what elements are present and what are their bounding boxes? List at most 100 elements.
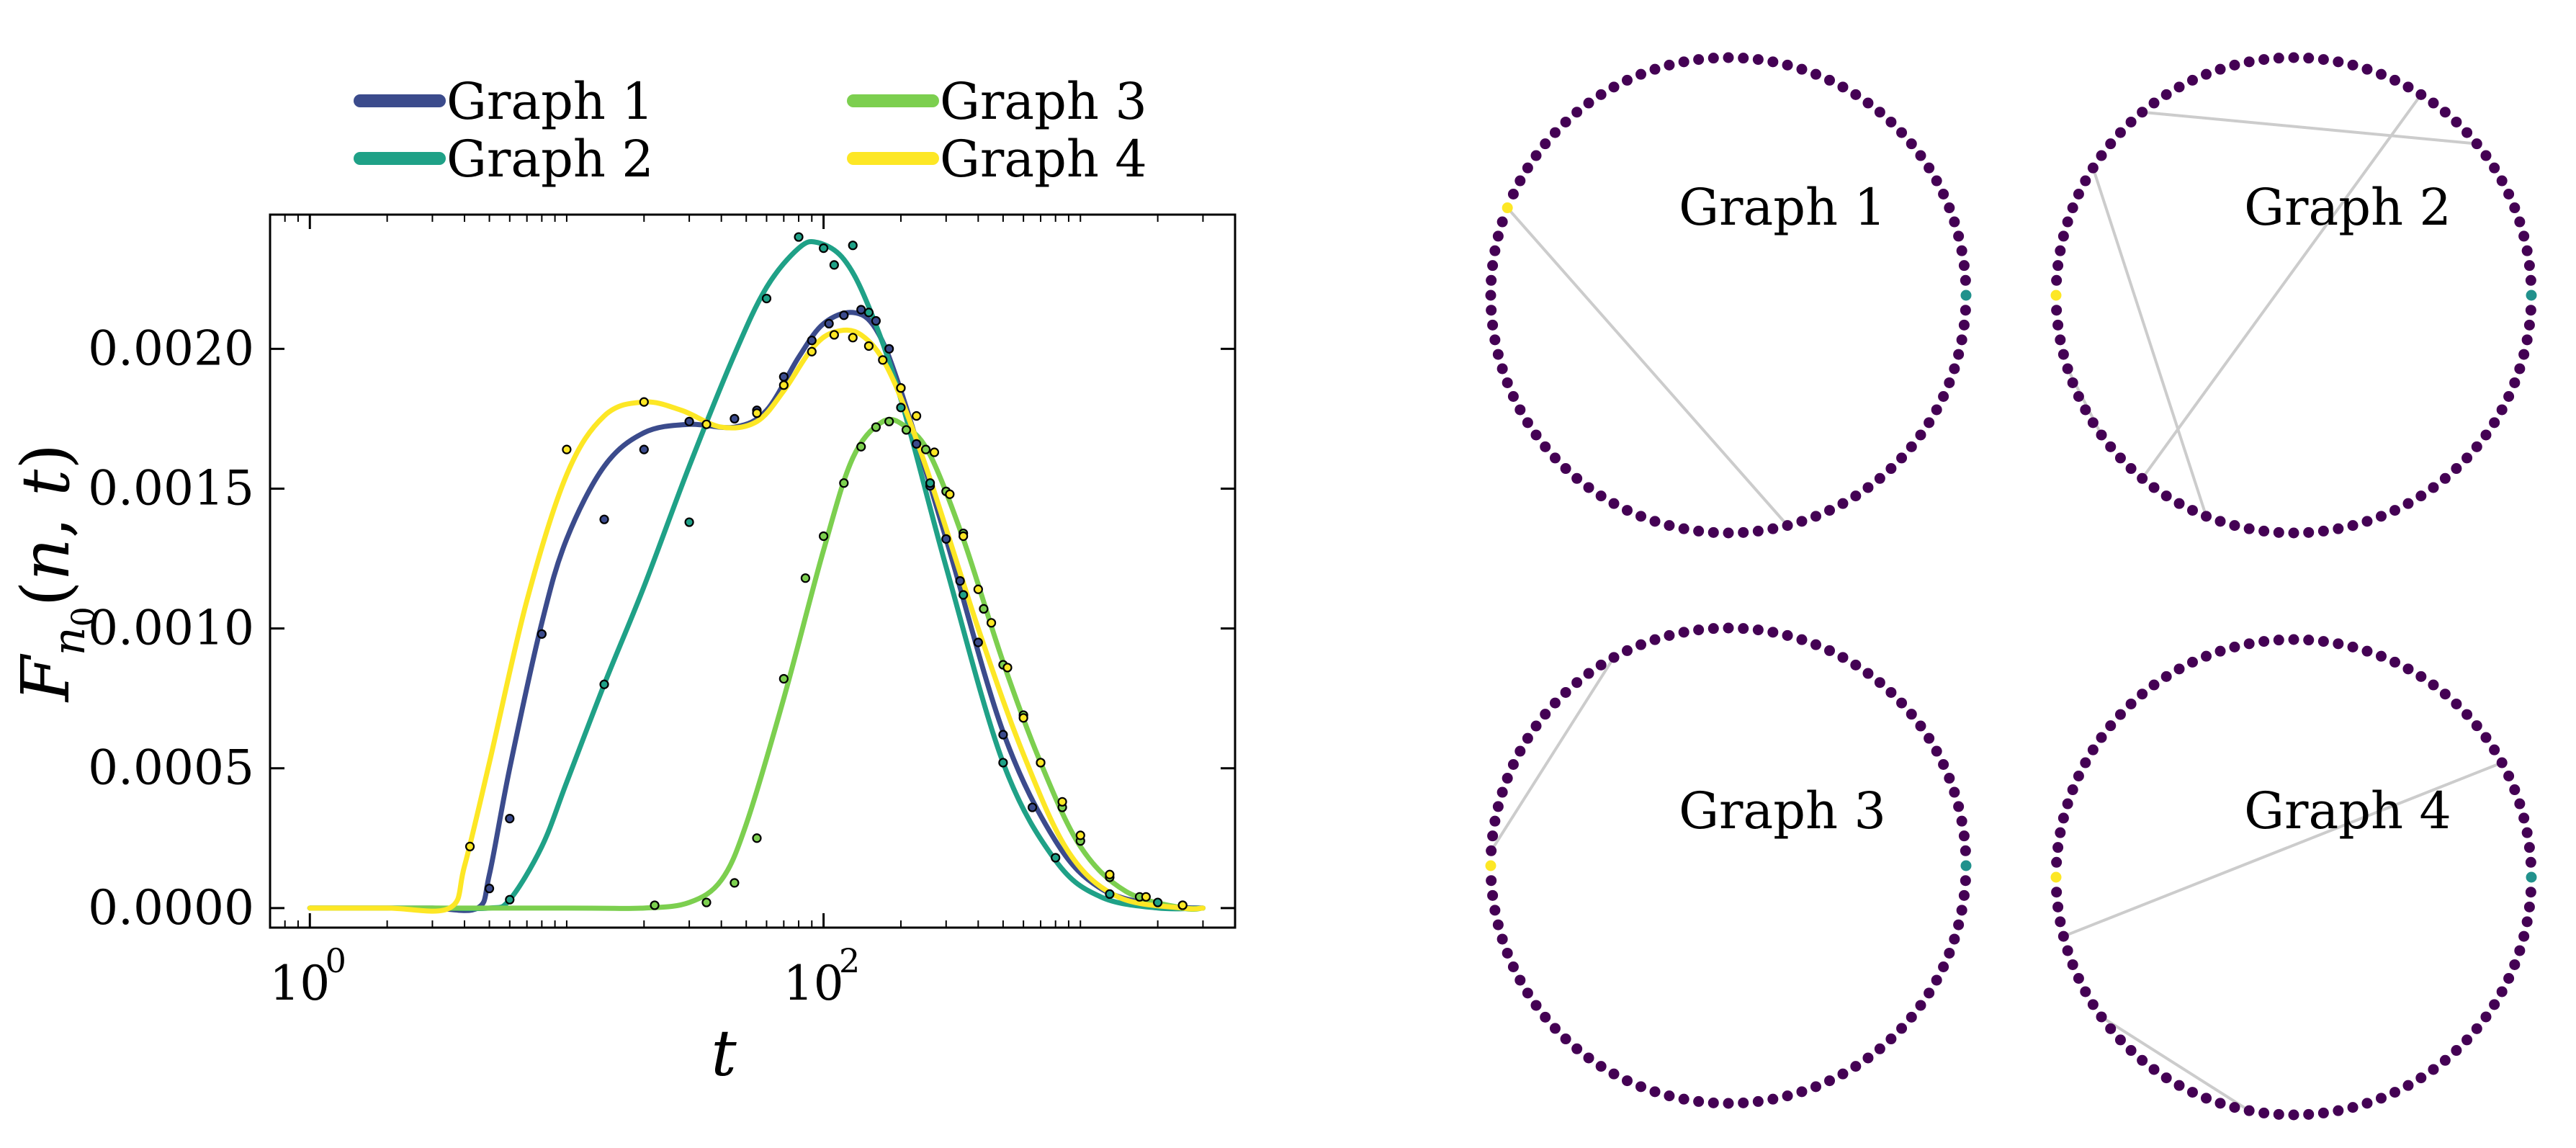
network-node — [2480, 1011, 2492, 1023]
network-node — [1502, 377, 1513, 388]
network-node — [2125, 463, 2137, 475]
data-point-graph-1 — [730, 413, 740, 424]
data-point-graph-2 — [684, 517, 694, 527]
network-node — [2062, 945, 2073, 956]
network-node — [1885, 1033, 1897, 1045]
network-node — [2514, 798, 2526, 810]
data-point-graph-3 — [839, 478, 849, 488]
data-point-graph-1 — [505, 813, 515, 824]
network-node — [1540, 441, 1551, 452]
network-node — [2073, 391, 2084, 403]
network-node — [2402, 1080, 2414, 1091]
axes-frame — [269, 213, 1237, 929]
network-node — [1915, 1000, 1926, 1011]
network-node — [2402, 498, 2414, 509]
data-point-graph-1 — [824, 318, 834, 329]
series-lines — [307, 238, 1206, 914]
network-node — [1678, 1093, 1689, 1105]
data-point-graph-4 — [807, 346, 817, 356]
network-node — [1707, 1097, 1719, 1108]
network-node — [2523, 842, 2535, 853]
network-node — [2509, 202, 2521, 214]
network-node — [1874, 1043, 1885, 1054]
network-node — [2428, 482, 2439, 493]
network-node — [2051, 305, 2063, 316]
network-node — [1723, 52, 1734, 63]
data-point-graph-2 — [1153, 897, 1163, 907]
data-point-graph-2 — [761, 293, 772, 304]
network-node — [1693, 54, 1705, 66]
network-node — [1896, 452, 1908, 464]
network-node — [2051, 887, 2063, 898]
data-point-graph-4 — [1057, 797, 1067, 807]
y-tick-label: 0.0005 — [88, 740, 254, 796]
network-node — [1514, 745, 1526, 757]
network-node — [1796, 63, 1808, 75]
network-node — [2160, 89, 2172, 100]
network-node — [1571, 1043, 1583, 1054]
network-node — [2173, 81, 2185, 93]
y-axis-label: Fn0(n, t) — [7, 444, 102, 703]
data-point-graph-4 — [848, 333, 858, 343]
network-node — [2523, 319, 2535, 331]
network-node — [2333, 56, 2344, 68]
network-node — [1938, 758, 1949, 770]
network-node — [1489, 815, 1501, 827]
y-axis-label-text: Fn0(n, t) — [7, 444, 102, 703]
network-node — [2096, 1011, 2107, 1023]
network-graph-label: Graph 1 — [1679, 178, 1886, 237]
network-node — [2148, 1064, 2160, 1075]
network-node — [2243, 523, 2255, 534]
network-node — [1635, 511, 1647, 522]
network-node — [2137, 1054, 2148, 1066]
data-point-graph-3 — [778, 673, 789, 684]
network-node — [2496, 404, 2508, 416]
network-node — [2105, 720, 2117, 732]
network-node — [1738, 1097, 1749, 1108]
network-node — [2518, 230, 2530, 242]
network-node — [1678, 627, 1689, 638]
network-node — [1522, 732, 1533, 744]
network-node — [1649, 63, 1661, 75]
network-graph-1: Graph 1 — [1485, 52, 1972, 539]
network-node — [1530, 720, 1542, 732]
network-node — [1507, 188, 1519, 199]
network-node — [2243, 1105, 2255, 1116]
network-node — [2229, 59, 2240, 71]
data-point-graph-1 — [955, 575, 965, 586]
data-point-graph-1 — [871, 315, 881, 326]
x-tick-label-exponent: 2 — [839, 941, 860, 980]
network-node — [1796, 516, 1808, 527]
network-node — [2303, 634, 2315, 646]
network-node — [1514, 175, 1526, 187]
data-point-graph-3 — [901, 425, 912, 435]
network-node — [1960, 845, 1971, 856]
network-node — [2288, 1109, 2299, 1121]
network-node — [2096, 732, 2107, 743]
network-node — [1906, 709, 1917, 720]
y-tick-label: 0.0000 — [88, 880, 254, 936]
network-node — [1502, 947, 1513, 959]
network-node — [2489, 744, 2500, 755]
network-node — [1896, 697, 1908, 709]
network-node — [1608, 498, 1620, 509]
network-node — [1862, 1052, 1874, 1064]
network-node — [2173, 498, 2185, 509]
data-point-graph-3 — [884, 416, 894, 426]
network-node — [2057, 349, 2069, 360]
network-node — [2052, 842, 2064, 853]
network-node — [2415, 1072, 2427, 1084]
network-node — [1664, 629, 1675, 641]
network-node — [2055, 827, 2066, 838]
network-node — [2402, 81, 2414, 93]
data-point-graph-4 — [1105, 869, 1115, 879]
network-node — [1707, 526, 1719, 538]
data-point-graph-1 — [998, 730, 1008, 740]
network-node — [1621, 505, 1633, 516]
network-node — [2273, 53, 2284, 64]
network-node — [1489, 334, 1501, 346]
network-node — [2451, 463, 2462, 475]
network-node — [1796, 634, 1808, 645]
network-node — [2375, 650, 2387, 662]
